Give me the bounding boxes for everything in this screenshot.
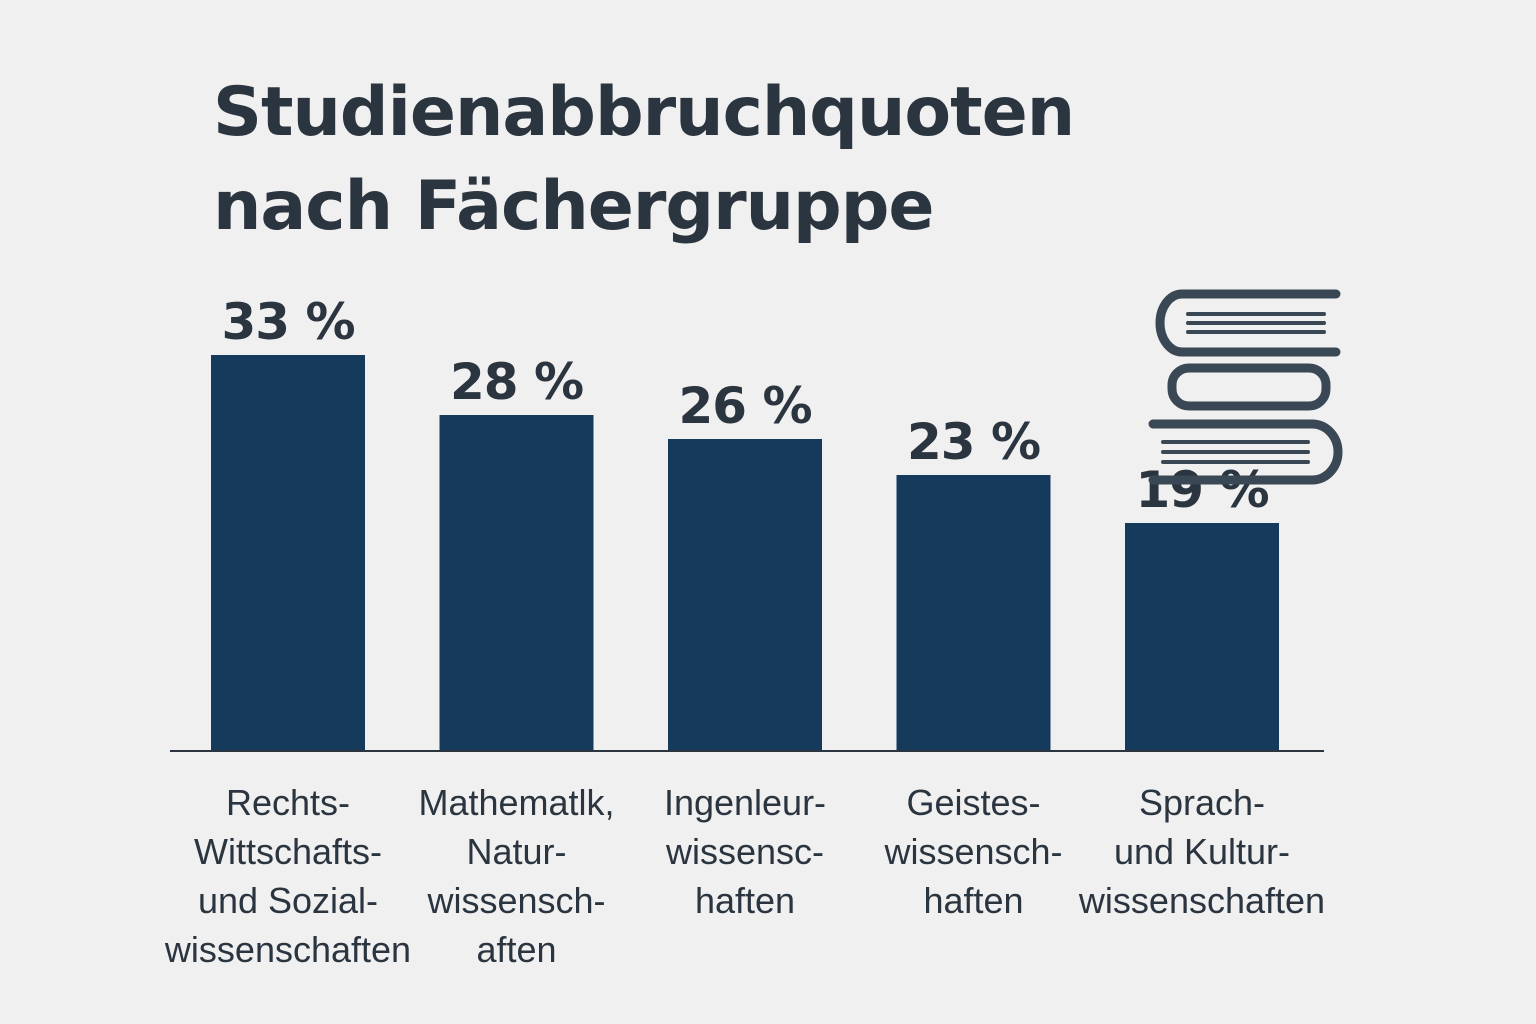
category-label-4-line-3: haften bbox=[923, 880, 1023, 921]
category-label-5-line-2: und Kultur- bbox=[1114, 831, 1290, 872]
value-label-5: 19 % bbox=[1135, 461, 1268, 519]
value-label-2: 28 % bbox=[450, 353, 583, 411]
category-label-1-line-3: und Sozial- bbox=[198, 880, 378, 921]
bar-2 bbox=[439, 415, 594, 751]
category-label-5-line-3: wissenschaften bbox=[1078, 880, 1325, 921]
chart-title: Studienabbruchquoten nach Fächergruppe bbox=[213, 66, 1213, 254]
category-label-4-line-1: Geistes- bbox=[906, 782, 1040, 823]
category-label-2-line-3: wissensch- bbox=[426, 880, 605, 921]
bars-layer bbox=[211, 355, 1279, 751]
value-labels: 33 % 28 % 26 % 23 % 19 % bbox=[221, 293, 1269, 519]
value-label-1: 33 % bbox=[221, 293, 354, 351]
bar-3 bbox=[668, 439, 822, 751]
category-label-1-line-4: wissenschaften bbox=[164, 929, 411, 970]
category-label-3-line-1: Ingenleur- bbox=[664, 782, 826, 823]
chart-title-line-1: Studienabbruchquoten bbox=[213, 73, 1075, 152]
category-label-2-line-1: Mathematlk, bbox=[418, 782, 614, 823]
bar-5 bbox=[1125, 523, 1279, 751]
category-label-3-line-3: haften bbox=[695, 880, 795, 921]
category-label-2-line-4: aften bbox=[476, 929, 556, 970]
category-labels: Rechts- Wittschafts-und Sozial-wissenscha… bbox=[164, 782, 1325, 970]
chart-title-line-2: nach Fächergruppe bbox=[213, 167, 935, 246]
value-label-4: 23 % bbox=[907, 413, 1040, 471]
category-label-5-line-1: Sprach- bbox=[1139, 782, 1265, 823]
category-label-4-line-2: wissensch- bbox=[883, 831, 1062, 872]
category-label-1-line-1: Rechts- bbox=[226, 782, 350, 823]
value-label-3: 26 % bbox=[678, 377, 811, 435]
books-stack-icon bbox=[1148, 289, 1343, 485]
bar-4 bbox=[896, 475, 1051, 751]
category-label-1-line-2: Wittschafts- bbox=[194, 831, 382, 872]
category-label-3-line-2: wissensc- bbox=[665, 831, 824, 872]
category-label-2-line-2: Natur- bbox=[466, 831, 566, 872]
bar-1 bbox=[211, 355, 365, 751]
